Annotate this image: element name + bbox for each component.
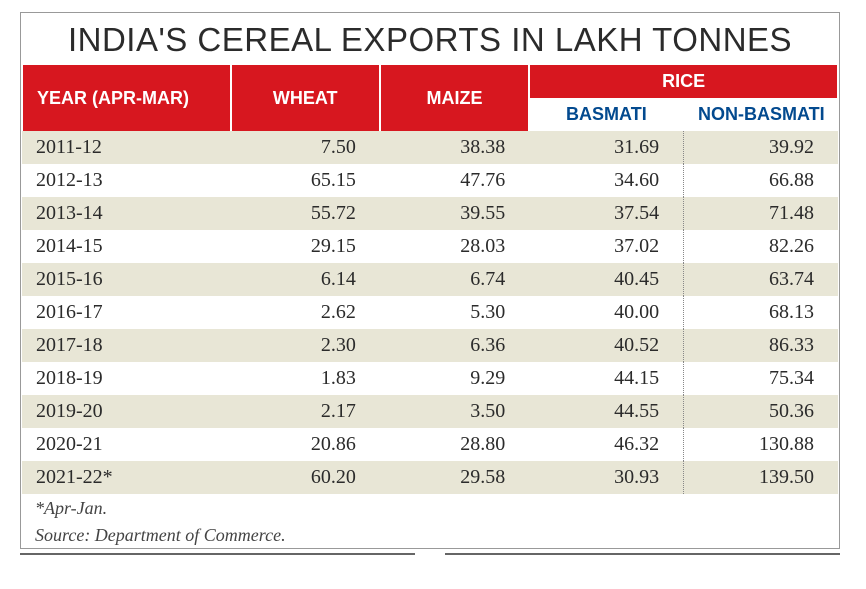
cell-nonbasmati: 130.88	[684, 428, 838, 461]
table-container: INDIA'S CEREAL EXPORTS IN LAKH TONNES YE…	[20, 12, 840, 549]
cell-maize: 9.29	[380, 362, 529, 395]
cell-nonbasmati: 66.88	[684, 164, 838, 197]
cell-nonbasmati: 71.48	[684, 197, 838, 230]
cell-nonbasmati: 39.92	[684, 131, 838, 164]
cell-basmati: 34.60	[529, 164, 683, 197]
cell-year: 2013-14	[22, 197, 231, 230]
table-row: 2013-1455.7239.5537.5471.48	[22, 197, 838, 230]
cell-wheat: 55.72	[231, 197, 380, 230]
table-row: 2016-172.625.3040.0068.13	[22, 296, 838, 329]
footnote-source: Source: Department of Commerce.	[21, 521, 839, 548]
cell-maize: 3.50	[380, 395, 529, 428]
col-header-maize: MAIZE	[380, 65, 529, 131]
cell-nonbasmati: 68.13	[684, 296, 838, 329]
cell-year: 2017-18	[22, 329, 231, 362]
cell-wheat: 29.15	[231, 230, 380, 263]
cell-wheat: 2.62	[231, 296, 380, 329]
cell-basmati: 37.02	[529, 230, 683, 263]
cell-year: 2018-19	[22, 362, 231, 395]
table-row: 2019-202.173.5044.5550.36	[22, 395, 838, 428]
cell-wheat: 60.20	[231, 461, 380, 494]
cell-basmati: 40.45	[529, 263, 683, 296]
cell-nonbasmati: 139.50	[684, 461, 838, 494]
cell-year: 2019-20	[22, 395, 231, 428]
cell-maize: 6.36	[380, 329, 529, 362]
cell-maize: 38.38	[380, 131, 529, 164]
table-row: 2017-182.306.3640.5286.33	[22, 329, 838, 362]
col-header-year: YEAR (APR-MAR)	[22, 65, 231, 131]
col-header-nonbasmati: NON-BASMATI	[684, 98, 838, 131]
cell-wheat: 2.17	[231, 395, 380, 428]
cell-wheat: 65.15	[231, 164, 380, 197]
header-row: YEAR (APR-MAR) WHEAT MAIZE RICE	[22, 65, 838, 98]
cell-basmati: 30.93	[529, 461, 683, 494]
table-body: 2011-127.5038.3831.6939.922012-1365.1547…	[22, 131, 838, 494]
table-row: 2012-1365.1547.7634.6066.88	[22, 164, 838, 197]
cell-basmati: 44.15	[529, 362, 683, 395]
col-header-rice: RICE	[529, 65, 838, 98]
cell-year: 2014-15	[22, 230, 231, 263]
cell-nonbasmati: 75.34	[684, 362, 838, 395]
cell-maize: 29.58	[380, 461, 529, 494]
cell-wheat: 6.14	[231, 263, 380, 296]
cell-basmati: 40.00	[529, 296, 683, 329]
cell-basmati: 40.52	[529, 329, 683, 362]
cell-nonbasmati: 50.36	[684, 395, 838, 428]
cell-wheat: 2.30	[231, 329, 380, 362]
cell-nonbasmati: 82.26	[684, 230, 838, 263]
bottom-divider	[20, 551, 840, 557]
col-header-basmati: BASMATI	[529, 98, 683, 131]
cell-year: 2016-17	[22, 296, 231, 329]
cell-maize: 39.55	[380, 197, 529, 230]
cell-wheat: 20.86	[231, 428, 380, 461]
cell-nonbasmati: 86.33	[684, 329, 838, 362]
cell-basmati: 46.32	[529, 428, 683, 461]
cell-maize: 6.74	[380, 263, 529, 296]
table-row: 2015-166.146.7440.4563.74	[22, 263, 838, 296]
cell-year: 2012-13	[22, 164, 231, 197]
cell-year: 2020-21	[22, 428, 231, 461]
cell-year: 2015-16	[22, 263, 231, 296]
cell-year: 2021-22*	[22, 461, 231, 494]
footnote-period: *Apr-Jan.	[21, 494, 839, 521]
cell-wheat: 1.83	[231, 362, 380, 395]
cell-wheat: 7.50	[231, 131, 380, 164]
table-row: 2011-127.5038.3831.6939.92	[22, 131, 838, 164]
table-row: 2020-2120.8628.8046.32130.88	[22, 428, 838, 461]
table-row: 2021-22*60.2029.5830.93139.50	[22, 461, 838, 494]
col-header-wheat: WHEAT	[231, 65, 380, 131]
table-row: 2018-191.839.2944.1575.34	[22, 362, 838, 395]
cell-basmati: 44.55	[529, 395, 683, 428]
table-row: 2014-1529.1528.0337.0282.26	[22, 230, 838, 263]
cereal-exports-table: YEAR (APR-MAR) WHEAT MAIZE RICE BASMATI …	[21, 65, 839, 494]
cell-maize: 28.80	[380, 428, 529, 461]
cell-basmati: 37.54	[529, 197, 683, 230]
cell-maize: 28.03	[380, 230, 529, 263]
cell-basmati: 31.69	[529, 131, 683, 164]
cell-year: 2011-12	[22, 131, 231, 164]
cell-maize: 47.76	[380, 164, 529, 197]
table-title: INDIA'S CEREAL EXPORTS IN LAKH TONNES	[21, 13, 839, 65]
cell-nonbasmati: 63.74	[684, 263, 838, 296]
cell-maize: 5.30	[380, 296, 529, 329]
